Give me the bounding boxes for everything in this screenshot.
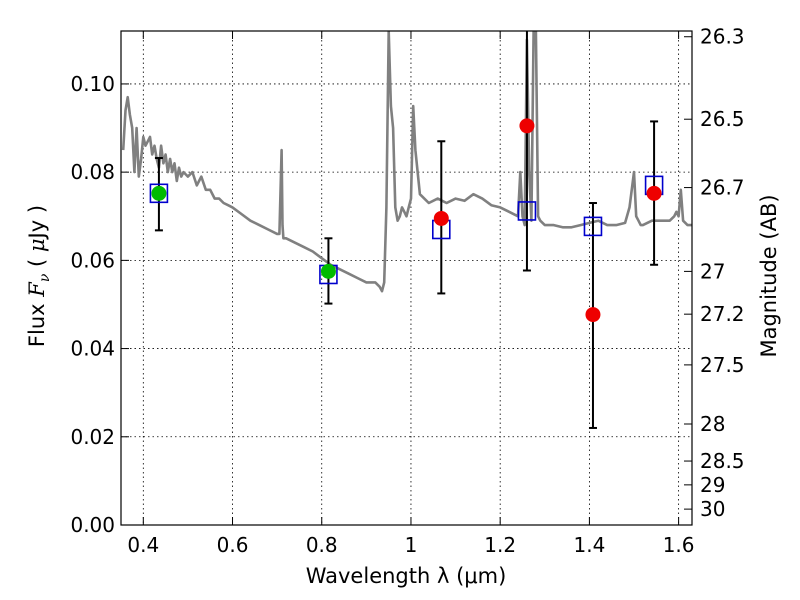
x-axis-title: Wavelength λ (μm) bbox=[306, 564, 507, 588]
y-tick-label: 0.06 bbox=[70, 248, 115, 272]
y-tick-label: 0.00 bbox=[70, 513, 115, 537]
right-axis-title: Magnitude (AB) bbox=[757, 194, 781, 357]
model-photometry-squares bbox=[149, 175, 664, 285]
x-tick-label: 1.6 bbox=[663, 533, 695, 557]
right-axis-tick-label: 30 bbox=[700, 497, 725, 521]
model-photometry-square bbox=[149, 183, 169, 204]
y-tick-label: 0.04 bbox=[70, 337, 115, 361]
y-axis-title-part-4: ( bbox=[25, 252, 49, 274]
grid bbox=[121, 31, 692, 526]
y-axis-title-part-6: Jy ) bbox=[25, 205, 49, 241]
x-tick-label: 1 bbox=[405, 533, 418, 557]
x-tick-label: 0.8 bbox=[306, 533, 338, 557]
axis-ticks bbox=[121, 31, 692, 526]
model-spectrum-line bbox=[121, 31, 692, 293]
y-tick-labels: 0.00 0.02 0.04 0.06 0.08 0.10 bbox=[70, 72, 115, 537]
x-tick-label: 1.4 bbox=[573, 533, 605, 557]
x-tick-labels: 0.4 0.6 0.8 1 1.2 1.4 1.6 bbox=[127, 533, 694, 557]
y-tick-label: 0.02 bbox=[70, 425, 115, 449]
right-axis-tick-label: 26.7 bbox=[700, 176, 745, 200]
plot-frame bbox=[120, 30, 693, 526]
observed-points bbox=[151, 118, 662, 323]
right-axis-tick-label: 27.2 bbox=[700, 302, 745, 326]
y-axis-title: Flux Fν ( μJy ) bbox=[25, 205, 53, 347]
x-tick-label: 0.4 bbox=[127, 533, 159, 557]
right-axis-tick-label: 27.5 bbox=[700, 353, 745, 377]
x-tick-label: 0.6 bbox=[217, 533, 249, 557]
model-photometry-square bbox=[583, 216, 603, 237]
right-axis-tick-label: 28 bbox=[700, 412, 725, 436]
y-axis-title-part-1: Flux bbox=[25, 297, 49, 347]
x-tick-label: 1.2 bbox=[484, 533, 516, 557]
red-point bbox=[585, 307, 601, 323]
y-tick-label: 0.10 bbox=[70, 72, 115, 96]
right-axis-tick-label: 27 bbox=[700, 259, 725, 283]
green-point bbox=[151, 185, 167, 201]
green-point bbox=[320, 263, 336, 279]
y-tick-label: 0.08 bbox=[70, 160, 115, 184]
right-axis-tick-label: 26.3 bbox=[700, 25, 745, 49]
model-spectrum bbox=[121, 31, 692, 293]
y-axis-title-part-3: ν bbox=[37, 273, 53, 282]
y-axis-title-part-5: μ bbox=[25, 238, 49, 252]
error-bars bbox=[154, 31, 659, 429]
y-axis-title-part-2: F bbox=[25, 281, 49, 298]
right-axis-tick-label: 28.5 bbox=[700, 449, 745, 473]
red-point bbox=[646, 185, 662, 201]
right-axis-tick-label: 26.5 bbox=[700, 107, 745, 131]
model-photometry-square bbox=[517, 201, 537, 221]
red-point bbox=[519, 118, 535, 134]
red-point bbox=[433, 210, 449, 226]
right-axis-tick-label: 29 bbox=[700, 473, 725, 497]
